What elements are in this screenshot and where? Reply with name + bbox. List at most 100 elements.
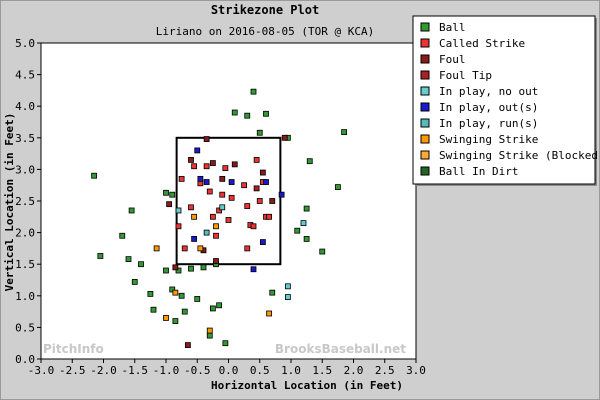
- watermark-brooksbaseball: BrooksBaseball.net: [275, 342, 406, 356]
- x-tick-label: -0.5: [184, 364, 211, 377]
- pitch-point-called-strike: [209, 213, 216, 220]
- pitch-point-in-play-out-s: [203, 179, 210, 185]
- pitch-point-in-play-out-s: [250, 266, 257, 273]
- y-tick-label: 1.5: [15, 258, 35, 271]
- pitch-point-swinging-strike: [163, 315, 169, 321]
- x-tick-label: 0.0: [219, 364, 239, 377]
- pitch-point-ball: [181, 308, 188, 315]
- pitch-point-ball: [334, 184, 341, 190]
- x-tick-label: 1.5: [312, 364, 332, 377]
- pitch-point-ball: [341, 129, 348, 136]
- pitch-point-in-play-out-s: [197, 175, 204, 182]
- pitch-point-ball: [150, 306, 157, 313]
- pitch-point-ball: [256, 129, 263, 136]
- y-tick-label: 4.5: [15, 69, 35, 82]
- pitch-point-called-strike: [250, 223, 257, 230]
- pitch-point-ball: [125, 256, 132, 263]
- pitch-point-called-strike: [216, 207, 223, 214]
- pitch-point-ball: [303, 236, 310, 242]
- pitch-point-ball: [269, 289, 276, 296]
- pitch-point-foul: [259, 169, 266, 176]
- pitch-point-ball: [194, 296, 201, 302]
- legend-swatch: [420, 166, 430, 176]
- x-tick-label: -3.0: [28, 364, 55, 377]
- pitch-point-foul: [184, 342, 191, 348]
- pitch-point-called-strike: [175, 223, 182, 230]
- pitch-point-called-strike: [241, 182, 248, 189]
- pitch-point-ball: [172, 318, 179, 324]
- pitch-point-foul: [203, 136, 210, 142]
- legend-swatch: [420, 134, 430, 144]
- pitch-point-in-play-out-s: [263, 179, 269, 185]
- pitch-point-foul: [213, 258, 219, 264]
- pitch-point-called-strike: [191, 163, 198, 170]
- x-tick-label: -2.5: [59, 364, 86, 377]
- pitch-point-swinging-strike: [206, 327, 213, 334]
- pitch-point-ball: [175, 267, 182, 274]
- legend-swatch: [420, 22, 430, 32]
- y-tick-label: 4.0: [15, 100, 35, 113]
- pitch-point-in-play-no-out: [300, 220, 307, 227]
- x-tick-label: -2.0: [90, 364, 117, 377]
- y-tick-label: 0.0: [15, 353, 35, 366]
- pitch-point-ball: [222, 340, 229, 347]
- pitch-point-ball: [131, 278, 138, 285]
- pitch-point-ball: [263, 110, 269, 117]
- legend-swatch: [420, 86, 430, 96]
- pitch-point-called-strike: [225, 217, 232, 223]
- pitch-point-ball: [319, 248, 326, 255]
- pitch-point-in-play-no-out: [284, 294, 291, 300]
- y-tick-label: 3.5: [15, 132, 35, 145]
- pitch-point-called-strike: [228, 194, 235, 201]
- pitch-point-in-play-out-s: [228, 179, 235, 185]
- legend-swatch: [420, 118, 430, 128]
- pitch-point-swinging-strike: [213, 223, 219, 230]
- pitch-point-ball: [244, 112, 251, 119]
- pitch-point-ball: [163, 189, 169, 196]
- pitch-point-ball: [147, 291, 154, 297]
- pitch-point-in-play-out-s: [259, 239, 266, 245]
- legend-label: Ball: [439, 21, 466, 34]
- y-tick-label: 3.0: [15, 163, 35, 176]
- pitch-point-foul: [209, 160, 216, 166]
- pitch-point-ball: [119, 232, 126, 239]
- chart-title: Strikezone Plot: [211, 3, 319, 17]
- pitch-point-in-play-no-out: [219, 204, 226, 211]
- pitch-point-in-play-out-s: [191, 236, 198, 242]
- x-tick-label: 2.0: [344, 364, 364, 377]
- legend-label: Swinging Strike (Blocked): [439, 149, 600, 162]
- pitch-point-called-strike: [203, 163, 210, 170]
- x-tick-label: -1.0: [153, 364, 180, 377]
- x-tick-label: 2.5: [375, 364, 395, 377]
- pitch-point-called-strike: [253, 157, 260, 163]
- pitch-point-called-strike: [213, 232, 219, 239]
- pitch-point-foul: [172, 264, 179, 271]
- pitch-point-swinging-strike: [266, 310, 273, 317]
- pitch-point-ball: [178, 292, 185, 299]
- legend-label: Called Strike: [439, 37, 525, 50]
- pitch-point-called-strike: [244, 203, 251, 209]
- legend-swatch: [420, 38, 430, 48]
- pitch-point-ball: [97, 253, 104, 259]
- pitch-point-ball: [206, 332, 213, 339]
- pitch-point-ball: [128, 207, 135, 214]
- legend-label: Foul: [439, 53, 466, 66]
- legend-box: [412, 15, 596, 185]
- plot-area: [40, 42, 417, 360]
- legend: Ball Called Strike Foul Foul Tip In play, no…: [412, 15, 600, 186]
- x-axis-label: Horizontal Location (in Feet): [211, 379, 403, 392]
- legend-label: In play, run(s): [439, 117, 538, 130]
- pitch-point-in-play-out-s: [194, 147, 201, 154]
- legend-label: In play, out(s): [439, 101, 538, 114]
- pitch-point-ball: [200, 264, 207, 271]
- pitch-point-in-play-out-s: [278, 191, 285, 198]
- pitch-point-ball: [209, 305, 216, 312]
- y-axis-label: Vertical Location (in Feet): [3, 113, 16, 292]
- pitch-point-called-strike: [256, 198, 263, 204]
- x-tick-label: 3.0: [406, 364, 426, 377]
- x-tick-label: -1.5: [122, 364, 149, 377]
- y-tick-label: 5.0: [15, 37, 35, 50]
- pitch-point-called-strike: [206, 188, 213, 195]
- legend-swatch: [420, 102, 430, 112]
